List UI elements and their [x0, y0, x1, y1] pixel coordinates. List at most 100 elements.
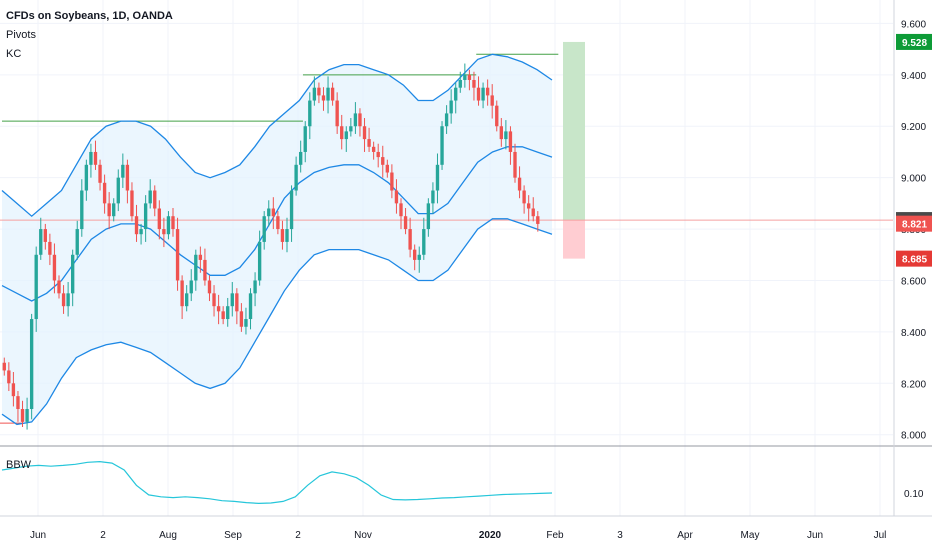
candle-body	[362, 126, 367, 140]
candle-body	[317, 87, 321, 96]
candle-body	[239, 311, 244, 327]
candle-body	[185, 293, 189, 307]
candle-body	[102, 182, 107, 204]
candle-body	[48, 241, 52, 255]
candle-body	[198, 254, 203, 260]
y-tick-label: 9.000	[901, 174, 926, 185]
price-tag-bg	[896, 33, 932, 50]
candle-body	[162, 229, 166, 235]
kc-lower-line	[1, 218, 553, 426]
candle-body	[299, 151, 303, 165]
x-tick-label: 3	[617, 530, 623, 541]
candle-body	[367, 139, 371, 147]
candle-body	[166, 216, 171, 235]
candle-body	[344, 131, 348, 140]
position-target-zone	[563, 41, 585, 221]
candle-body	[148, 190, 152, 204]
candle-body	[175, 229, 180, 281]
candle-body	[267, 208, 271, 217]
candle-body	[376, 151, 380, 158]
candle-body	[308, 100, 312, 127]
candle-body	[531, 208, 535, 217]
candle-body	[244, 319, 248, 327]
candle-body	[330, 87, 335, 101]
candle-body	[435, 164, 440, 191]
candle-body	[235, 293, 239, 312]
candle-body	[522, 190, 526, 204]
candle-body	[7, 370, 11, 384]
candle-body	[312, 87, 317, 101]
candle-body	[212, 293, 216, 307]
candle-body	[89, 151, 93, 165]
y-tick-label: 8.400	[901, 328, 926, 339]
candle-body	[289, 190, 294, 230]
candle-body	[403, 216, 408, 230]
candle-body	[394, 190, 399, 204]
candle-body	[371, 146, 376, 152]
candle-body	[20, 409, 25, 422]
candle-body	[80, 190, 84, 230]
bbw-path	[1, 460, 553, 505]
candle-body	[444, 113, 449, 127]
candle-body	[472, 79, 476, 88]
candle-body	[75, 229, 79, 255]
candle-body	[340, 126, 344, 140]
x-tick-label: Jun	[807, 530, 823, 541]
candle-body	[517, 177, 522, 191]
candle-body	[189, 280, 193, 294]
candle-body	[481, 87, 485, 101]
candlestick-series[interactable]	[2, 63, 540, 430]
x-tick-label: Aug	[159, 530, 177, 541]
price-tag-bg	[896, 215, 932, 232]
price-tag-label: 8.685	[902, 255, 927, 266]
candle-body	[385, 164, 389, 173]
candle-body	[125, 164, 130, 191]
legend-bbw[interactable]: BBW	[6, 459, 32, 471]
candle-body	[321, 95, 326, 101]
candle-body	[134, 216, 139, 235]
bbw-axis: 0.10	[904, 489, 924, 500]
y-tick-label: 8.200	[901, 379, 926, 390]
candle-body	[180, 280, 184, 307]
chart-frame	[0, 0, 932, 517]
candle-body	[194, 254, 198, 281]
x-tick-label: 2	[100, 530, 106, 541]
candle-body	[52, 254, 57, 281]
keltner-channel-fill	[2, 54, 552, 425]
legend-pivots[interactable]: Pivots	[6, 29, 36, 41]
candle-body	[34, 254, 38, 320]
price-tag-label: 9.528	[902, 38, 927, 49]
candle-body	[2, 362, 6, 371]
symbol-title[interactable]: CFDs on Soybeans, 1D, OANDA	[6, 10, 173, 22]
x-tick-label: Jul	[874, 530, 887, 541]
candle-body	[16, 396, 20, 410]
candle-body	[485, 87, 490, 96]
candle-body	[66, 293, 70, 307]
candle-body	[253, 280, 257, 294]
candle-body	[153, 190, 157, 209]
candle-body	[25, 409, 29, 422]
candle-body	[226, 306, 230, 320]
x-tick-label: 2	[295, 530, 301, 541]
candle-body	[513, 151, 517, 178]
candle-body	[454, 87, 458, 101]
candle-body	[157, 208, 161, 230]
x-tick-label: Apr	[677, 530, 693, 541]
time-axis[interactable]: Jun 2 Aug Sep 2 Nov 2020 Feb 3 Apr May Jun Jul	[30, 530, 886, 541]
x-tick-label: 2020	[479, 530, 502, 541]
candle-body	[463, 74, 467, 80]
candle-body	[303, 126, 307, 152]
long-position-tool[interactable]	[0, 41, 893, 259]
candle-body	[61, 293, 66, 307]
candle-body	[449, 100, 453, 114]
candle-body	[57, 280, 61, 294]
candle-body	[130, 190, 134, 217]
candle-body	[107, 203, 111, 217]
candle-body	[476, 87, 481, 101]
x-tick-label: Sep	[224, 530, 242, 541]
candle-body	[349, 126, 353, 132]
legend-kc[interactable]: KC	[6, 48, 22, 60]
candle-body	[139, 229, 143, 235]
